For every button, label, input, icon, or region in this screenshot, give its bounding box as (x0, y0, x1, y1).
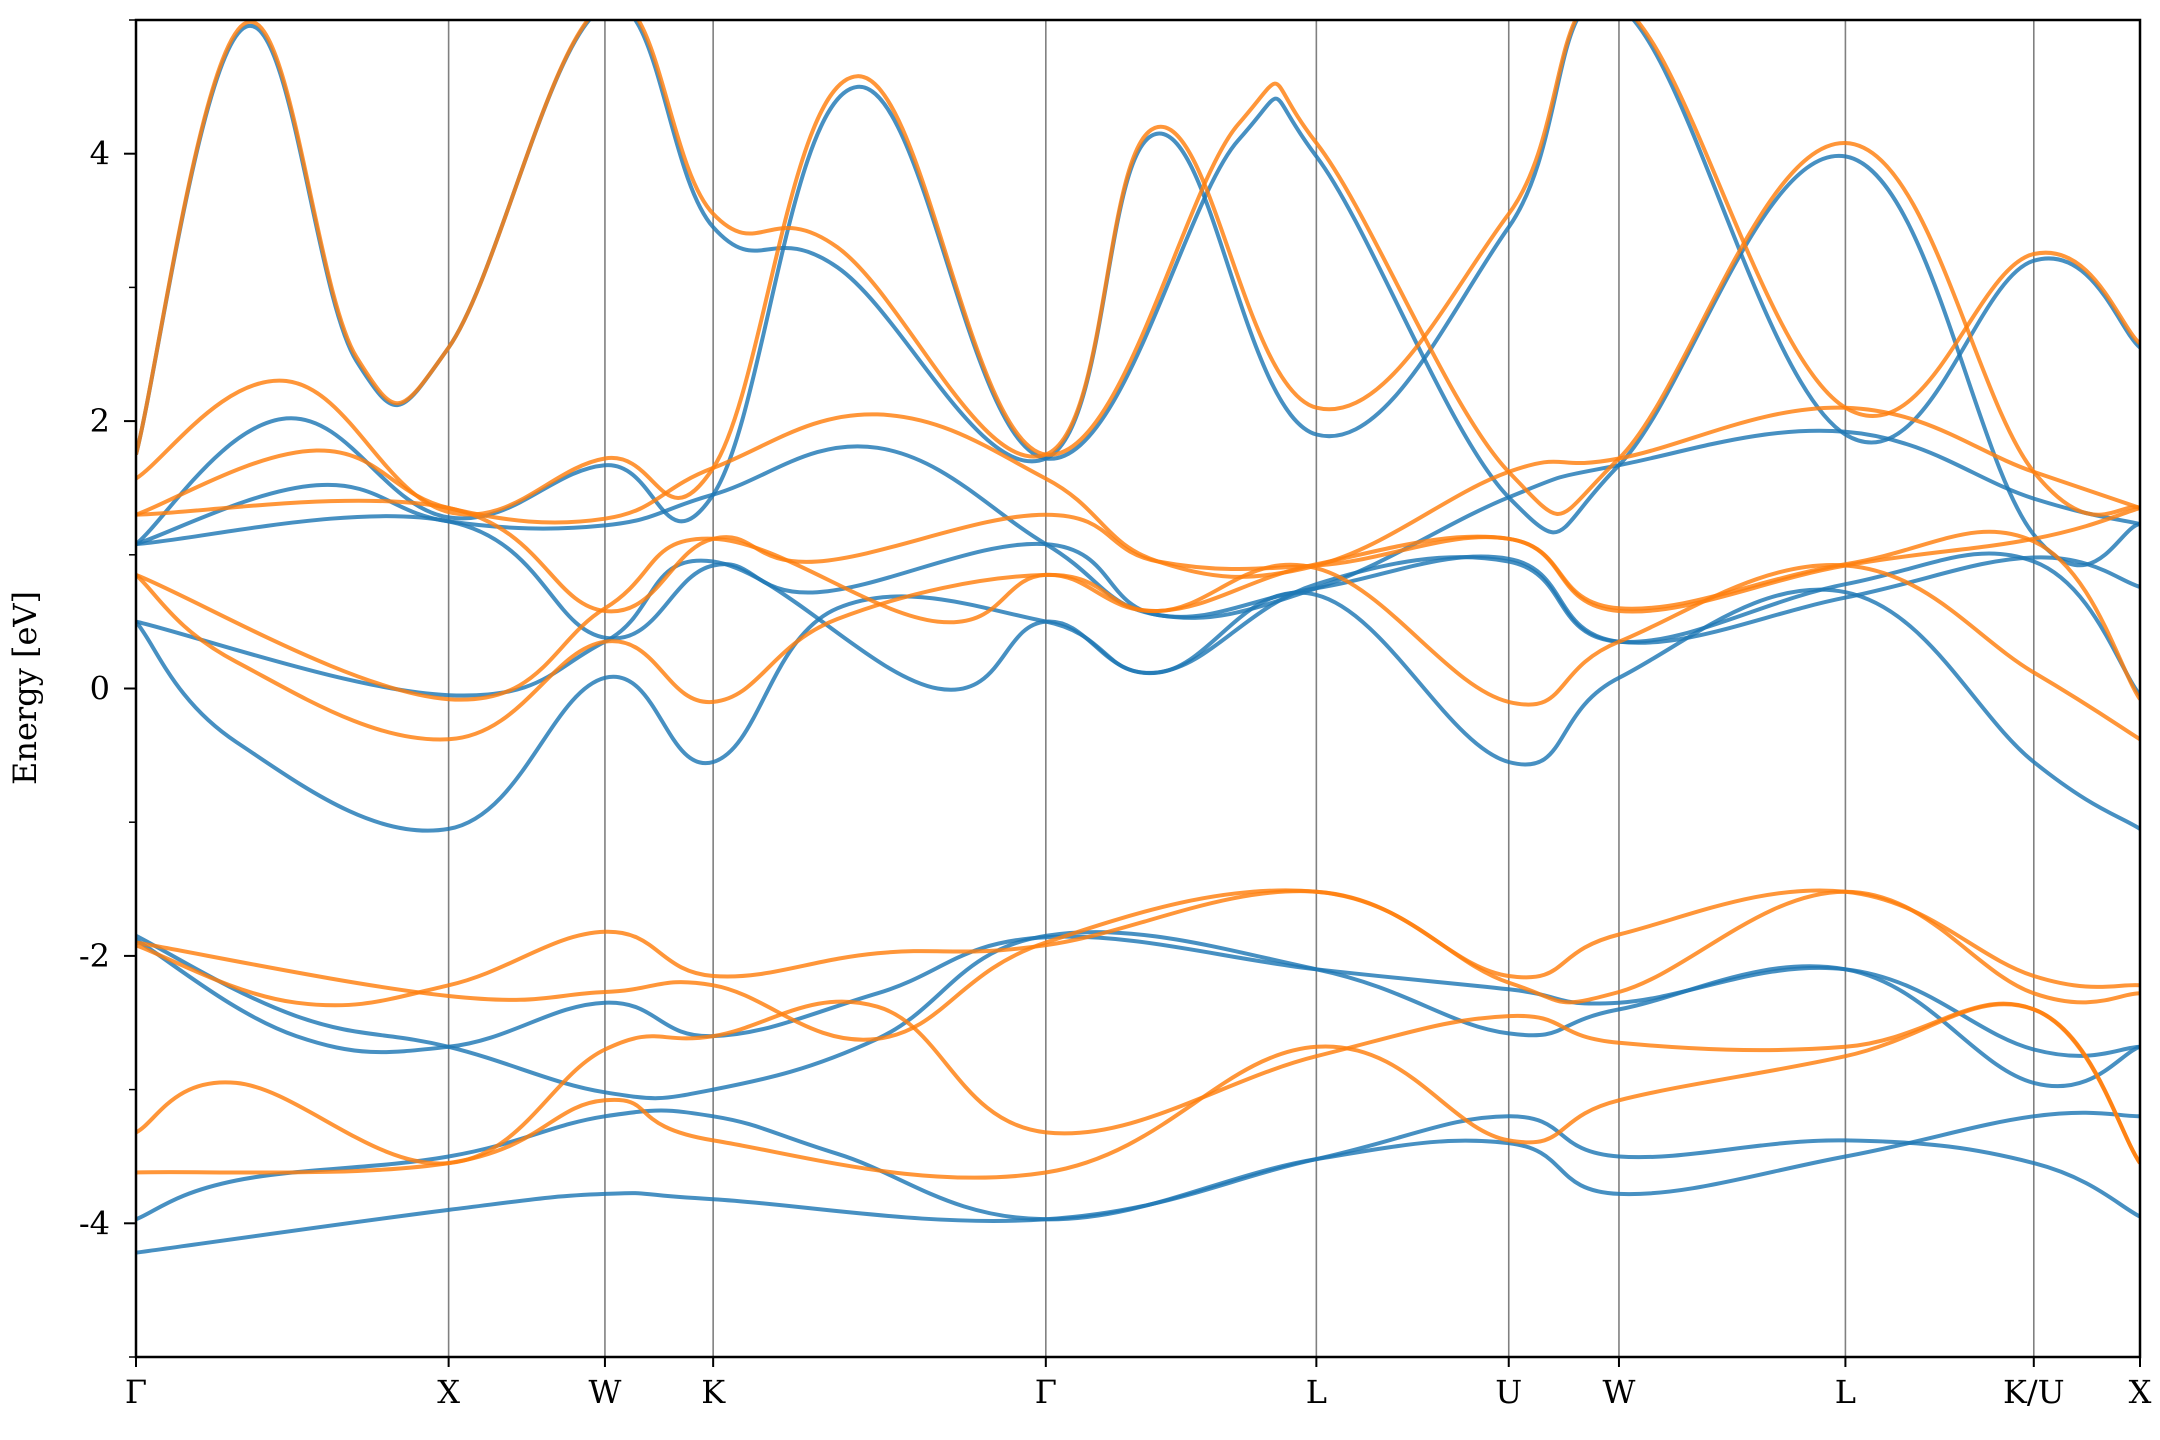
y-tick-label: 0 (90, 670, 110, 708)
bands-layer (136, 20, 2140, 1255)
y-tick-label: 4 (90, 135, 110, 173)
x-tick-label: L (1835, 1373, 1856, 1411)
band-line (136, 551, 2140, 698)
band-line (136, 1114, 2140, 1255)
y-tick-label: 2 (90, 402, 110, 440)
y-axis-ticks: -4 -2 0 2 4 (79, 19, 136, 1358)
band-line (136, 20, 2140, 459)
band-line (136, 888, 2140, 1042)
x-axis-ticks: Γ X W K Γ L U W L K/U X (125, 1357, 2152, 1411)
band-line (136, 1002, 2140, 1180)
x-tick-label: Γ (125, 1373, 147, 1411)
y-tick-label: -4 (79, 1204, 110, 1242)
x-tick-label: K/U (2003, 1373, 2065, 1411)
band-line (136, 999, 2140, 1166)
kpath-lines (447, 20, 2035, 1357)
band-series-0 (136, 20, 2140, 1255)
band-line (136, 1108, 2140, 1222)
x-tick-label: W (588, 1373, 621, 1411)
x-tick-label: W (1603, 1373, 1636, 1411)
band-line (136, 930, 2140, 1101)
x-tick-label: K (701, 1373, 726, 1411)
x-tick-label: Γ (1035, 1373, 1057, 1411)
band-line (136, 74, 2140, 517)
band-line (136, 514, 2140, 645)
band-line (136, 20, 2140, 464)
band-series-1 (136, 20, 2140, 1180)
y-axis-title: Energy [eV] (6, 591, 44, 785)
band-line (136, 587, 2140, 833)
x-tick-label: U (1495, 1373, 1522, 1411)
band-line (136, 888, 2140, 1008)
band-line (136, 84, 2140, 568)
y-tick-label: -2 (79, 937, 110, 975)
band-line (136, 562, 2140, 742)
x-tick-label: X (437, 1373, 460, 1411)
band-line (136, 498, 2140, 614)
x-tick-label: X (2129, 1373, 2152, 1411)
band-line (136, 405, 2140, 579)
x-tick-label: L (1306, 1373, 1327, 1411)
